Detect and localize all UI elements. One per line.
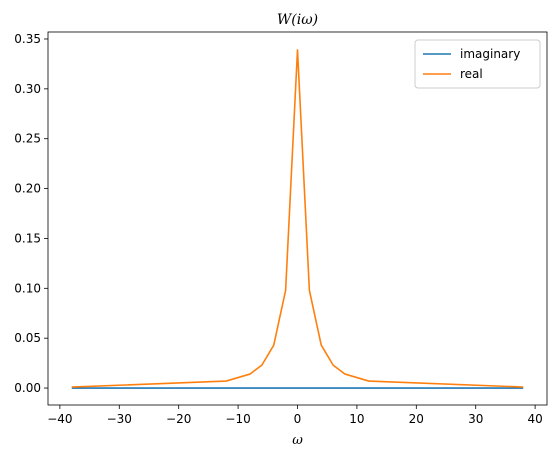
- x-tick-label: 0: [294, 412, 302, 426]
- legend-label-imaginary: imaginary: [460, 47, 520, 61]
- y-tick-label: 0.20: [14, 182, 41, 196]
- legend: imaginary real: [414, 39, 541, 89]
- x-tick-label: −10: [225, 412, 250, 426]
- x-tick-label: 30: [468, 412, 483, 426]
- x-tick-label: −20: [166, 412, 191, 426]
- y-axis: 0.00 0.05 0.10 0.15 0.20 0.25 0.30 0.35: [14, 32, 48, 395]
- x-tick-label: −30: [107, 412, 132, 426]
- y-tick-label: 0.00: [14, 381, 41, 395]
- series-line-real: [71, 49, 524, 388]
- y-tick-label: 0.05: [14, 331, 41, 345]
- x-tick-label: 40: [527, 412, 542, 426]
- y-tick-label: 0.35: [14, 32, 41, 46]
- chart-title: W(iω): [277, 12, 318, 28]
- x-tick-label: −40: [47, 412, 72, 426]
- x-tick-label: 20: [409, 412, 424, 426]
- y-tick-label: 0.10: [14, 281, 41, 295]
- y-tick-label: 0.30: [14, 82, 41, 96]
- x-tick-label: 10: [349, 412, 364, 426]
- x-axis: −40 −30 −20 −10 0 10 20 30 40: [47, 405, 543, 426]
- legend-box: [414, 39, 541, 89]
- legend-label-real: real: [460, 67, 483, 81]
- x-axis-label: ω: [292, 433, 303, 448]
- y-tick-label: 0.25: [14, 132, 41, 146]
- plot-area: [71, 49, 524, 389]
- y-tick-label: 0.15: [14, 231, 41, 245]
